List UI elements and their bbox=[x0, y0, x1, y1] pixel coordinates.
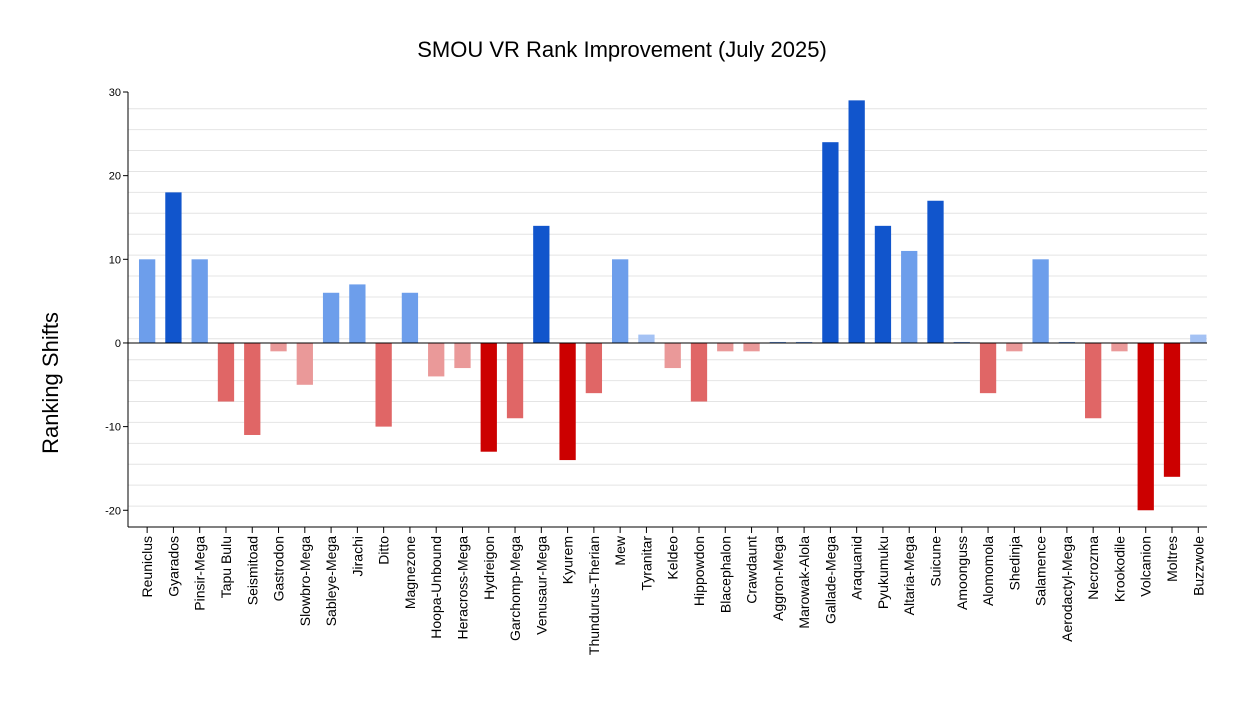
chart-title: SMOU VR Rank Improvement (July 2025) bbox=[417, 37, 827, 62]
x-tick-label: Hippowdon bbox=[691, 536, 707, 606]
bar bbox=[375, 342, 392, 427]
bars bbox=[138, 100, 1207, 511]
bar bbox=[638, 334, 655, 343]
y-tick-label: -10 bbox=[105, 422, 121, 434]
x-tick-label: Thundurus-Therian bbox=[586, 536, 602, 655]
x-tick-label: Crawdaunt bbox=[744, 536, 760, 604]
bar bbox=[664, 342, 681, 369]
bar bbox=[480, 342, 497, 452]
bar bbox=[901, 250, 918, 343]
x-tick-label: Krookodile bbox=[1111, 536, 1127, 602]
x-tick-label: Gyarados bbox=[165, 536, 181, 597]
bar bbox=[506, 342, 524, 419]
bar bbox=[559, 342, 576, 461]
bar bbox=[717, 342, 734, 352]
bar bbox=[165, 192, 182, 343]
axes bbox=[123, 91, 1207, 533]
bar bbox=[612, 259, 629, 343]
x-tick-label: Pyukumuku bbox=[875, 536, 891, 609]
x-tick-label: Shedinja bbox=[1006, 536, 1022, 591]
x-tick-label: Sableye-Mega bbox=[323, 536, 339, 626]
bar bbox=[1111, 342, 1128, 352]
y-tick-label: 30 bbox=[109, 87, 121, 99]
y-tick-label: 10 bbox=[109, 254, 121, 266]
x-tick-label: Blacephalon bbox=[717, 536, 733, 613]
bar bbox=[743, 342, 760, 352]
bar bbox=[1190, 334, 1207, 343]
x-tick-label: Pinsir-Mega bbox=[192, 536, 208, 611]
x-tick-label: Tyranitar bbox=[638, 536, 654, 591]
y-tick-label: -20 bbox=[105, 505, 121, 517]
bar bbox=[401, 292, 419, 343]
x-tick-label: Tapu Bulu bbox=[218, 536, 234, 598]
x-tick-label: Slowbro-Mega bbox=[297, 536, 313, 626]
x-tick-label: Gastrodon bbox=[271, 536, 287, 601]
bar bbox=[979, 342, 997, 394]
x-tick-label: Venusaur-Mega bbox=[533, 536, 549, 635]
bar bbox=[349, 284, 366, 343]
x-tick-label: Heracross-Mega bbox=[454, 536, 470, 640]
x-tick-label: Hydreigon bbox=[481, 536, 497, 600]
y-tick-label: 20 bbox=[109, 171, 121, 183]
bar bbox=[191, 259, 208, 343]
y-axis-label: Ranking Shifts bbox=[38, 312, 63, 454]
gridlines bbox=[128, 108, 1207, 528]
bar bbox=[217, 342, 235, 402]
bar bbox=[690, 342, 708, 402]
x-tick-label: Mew bbox=[612, 535, 628, 565]
x-tick-label: Reuniclus bbox=[139, 536, 155, 597]
x-tick-label: Garchomp-Mega bbox=[507, 536, 523, 641]
bar bbox=[454, 342, 471, 369]
y-tick-label: 0 bbox=[115, 338, 121, 350]
bar bbox=[822, 142, 839, 343]
x-tick-label: Necrozma bbox=[1085, 536, 1101, 600]
bar bbox=[296, 342, 313, 385]
x-tick-label: Moltres bbox=[1164, 536, 1180, 582]
bar bbox=[874, 225, 892, 343]
bar bbox=[428, 342, 445, 377]
x-tick-label: Altaria-Mega bbox=[901, 536, 917, 616]
bar bbox=[322, 292, 340, 343]
x-tick-label: Seismitoad bbox=[244, 536, 260, 605]
x-tick-label: Aerodactyl-Mega bbox=[1059, 536, 1075, 642]
bar bbox=[927, 200, 944, 343]
x-tick-label: Jirachi bbox=[349, 536, 365, 576]
x-tick-label: Salamence bbox=[1033, 536, 1049, 606]
bar bbox=[270, 342, 287, 352]
x-tick-label: Volcanion bbox=[1138, 536, 1154, 597]
x-tick-label: Kyurem bbox=[560, 536, 576, 584]
bar bbox=[848, 100, 865, 343]
y-tick-labels: -20 -10 0 10 20 30 bbox=[105, 87, 121, 517]
x-tick-label: Suicune bbox=[927, 536, 943, 587]
x-tick-label: Ditto bbox=[376, 536, 392, 565]
x-tick-label: Alomomola bbox=[980, 536, 996, 606]
x-tick-label: Magnezone bbox=[402, 536, 418, 609]
bar bbox=[1032, 259, 1049, 343]
x-tick-label: Gallade-Mega bbox=[822, 536, 838, 624]
bar bbox=[1163, 342, 1181, 477]
x-tick-label: Keldeo bbox=[665, 536, 681, 580]
bar bbox=[585, 342, 603, 394]
x-tick-label: Buzzwole bbox=[1190, 536, 1206, 596]
bar bbox=[244, 342, 261, 435]
x-tick-label: Amoonguss bbox=[954, 536, 970, 610]
bar bbox=[1085, 342, 1102, 419]
bar bbox=[1006, 342, 1023, 352]
bar bbox=[138, 259, 156, 343]
x-tick-label: Hoopa-Unbound bbox=[428, 536, 444, 639]
x-tick-label: Araquanid bbox=[849, 536, 865, 600]
x-tick-label: Aggron-Mega bbox=[770, 536, 786, 621]
x-tick-label: Marowak-Alola bbox=[796, 536, 812, 629]
x-tick-labels: Reuniclus Gyarados Pinsir-Mega Tapu Bulu Sei… bbox=[139, 535, 1206, 655]
bar bbox=[1137, 342, 1154, 511]
bar bbox=[533, 225, 550, 343]
